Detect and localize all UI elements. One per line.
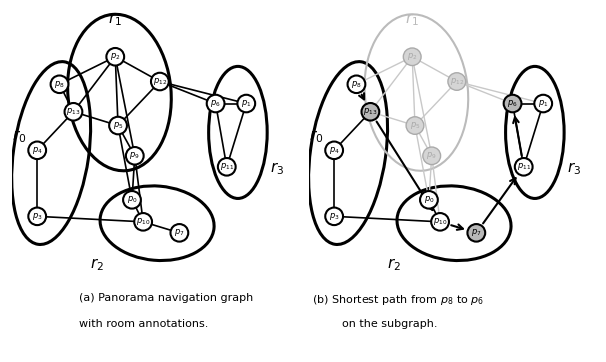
Circle shape (420, 191, 438, 209)
Circle shape (107, 48, 124, 66)
Text: $r_2$: $r_2$ (387, 257, 401, 273)
Text: $p_{11}$: $p_{11}$ (219, 161, 234, 172)
Circle shape (325, 207, 343, 225)
Text: $p_{0}$: $p_{0}$ (424, 194, 435, 205)
Text: $p_{12}$: $p_{12}$ (450, 76, 464, 87)
Circle shape (123, 191, 141, 209)
Text: $r_0$: $r_0$ (12, 128, 27, 145)
Circle shape (504, 95, 521, 112)
Text: $p_{12}$: $p_{12}$ (153, 76, 167, 87)
Circle shape (406, 117, 424, 134)
Text: $p_{8}$: $p_{8}$ (54, 79, 65, 90)
Text: $p_{11}$: $p_{11}$ (516, 161, 531, 172)
Text: $p_{6}$: $p_{6}$ (210, 98, 221, 109)
Text: $p_{5}$: $p_{5}$ (410, 120, 420, 131)
Text: $p_{2}$: $p_{2}$ (407, 51, 418, 62)
Text: $p_{8}$: $p_{8}$ (351, 79, 362, 90)
Text: $p_{4}$: $p_{4}$ (32, 145, 42, 156)
Text: $r_0$: $r_0$ (309, 128, 324, 145)
Text: $p_{3}$: $p_{3}$ (32, 211, 42, 222)
Circle shape (151, 73, 168, 90)
Text: (a) Panorama navigation graph: (a) Panorama navigation graph (79, 293, 253, 303)
Circle shape (28, 207, 46, 225)
Circle shape (207, 95, 224, 112)
Circle shape (515, 158, 533, 176)
Text: $p_{0}$: $p_{0}$ (127, 194, 138, 205)
Text: $r_2$: $r_2$ (90, 257, 104, 273)
Circle shape (218, 158, 236, 176)
Text: $p_{9}$: $p_{9}$ (130, 150, 140, 161)
Text: (b) Shortest path from $p_8$ to $p_6$: (b) Shortest path from $p_8$ to $p_6$ (312, 293, 484, 307)
Text: $p_{10}$: $p_{10}$ (136, 216, 150, 227)
Text: $p_{5}$: $p_{5}$ (113, 120, 123, 131)
Text: $p_{3}$: $p_{3}$ (329, 211, 339, 222)
Circle shape (170, 224, 188, 241)
Text: $p_{7}$: $p_{7}$ (471, 227, 482, 238)
Circle shape (126, 147, 144, 165)
Circle shape (109, 117, 127, 134)
Circle shape (51, 76, 68, 93)
Circle shape (423, 147, 441, 165)
Circle shape (65, 103, 82, 121)
Circle shape (534, 95, 552, 112)
Text: on the subgraph.: on the subgraph. (342, 319, 438, 329)
Text: $p_{1}$: $p_{1}$ (241, 98, 251, 109)
Text: $r_3$: $r_3$ (270, 160, 284, 177)
Text: $p_{13}$: $p_{13}$ (363, 106, 378, 117)
Text: $p_{1}$: $p_{1}$ (538, 98, 548, 109)
Text: $p_{2}$: $p_{2}$ (110, 51, 121, 62)
Circle shape (362, 103, 379, 121)
Text: $r_3$: $r_3$ (567, 160, 581, 177)
Circle shape (431, 213, 449, 231)
Circle shape (28, 142, 46, 159)
Circle shape (325, 142, 343, 159)
Text: $r_1$: $r_1$ (405, 11, 419, 28)
Text: $p_{6}$: $p_{6}$ (507, 98, 518, 109)
Circle shape (238, 95, 255, 112)
Text: $p_{13}$: $p_{13}$ (66, 106, 81, 117)
Circle shape (348, 76, 365, 93)
Circle shape (448, 73, 465, 90)
Text: $p_{10}$: $p_{10}$ (433, 216, 447, 227)
Text: $r_1$: $r_1$ (108, 11, 122, 28)
Text: $p_{7}$: $p_{7}$ (174, 227, 185, 238)
Text: with room annotations.: with room annotations. (79, 319, 208, 329)
Circle shape (467, 224, 485, 241)
Circle shape (404, 48, 421, 66)
Circle shape (135, 213, 152, 231)
Text: $p_{9}$: $p_{9}$ (427, 150, 437, 161)
Text: $p_{4}$: $p_{4}$ (329, 145, 339, 156)
